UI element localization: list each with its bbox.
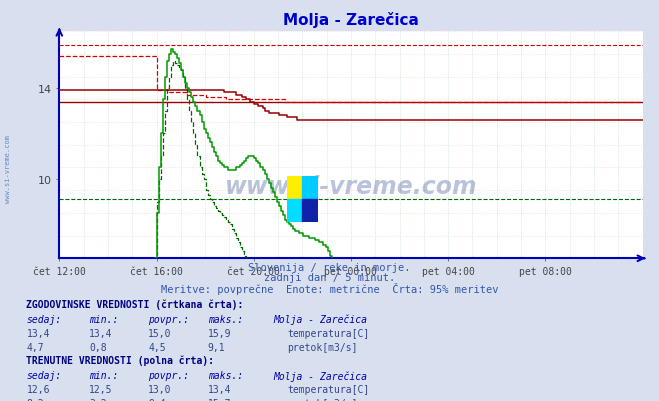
Text: TRENUTNE VREDNOSTI (polna črta):: TRENUTNE VREDNOSTI (polna črta): xyxy=(26,355,214,365)
Bar xyxy=(287,176,302,199)
Text: pretok[m3/s]: pretok[m3/s] xyxy=(287,398,358,401)
Text: sedaj:: sedaj: xyxy=(26,370,61,380)
Text: ZGODOVINSKE VREDNOSTI (črtkana črta):: ZGODOVINSKE VREDNOSTI (črtkana črta): xyxy=(26,299,244,309)
Text: pretok[m3/s]: pretok[m3/s] xyxy=(287,342,358,352)
Text: 12,5: 12,5 xyxy=(89,384,113,394)
Text: 12,6: 12,6 xyxy=(26,384,50,394)
Text: Meritve: povprečne  Enote: metrične  Črta: 95% meritev: Meritve: povprečne Enote: metrične Črta:… xyxy=(161,282,498,294)
Text: temperatura[C]: temperatura[C] xyxy=(287,328,370,338)
Text: zadnji dan / 5 minut.: zadnji dan / 5 minut. xyxy=(264,272,395,282)
Text: 15,0: 15,0 xyxy=(148,328,172,338)
Text: 13,0: 13,0 xyxy=(148,384,172,394)
Text: 0,8: 0,8 xyxy=(89,342,107,352)
Text: Molja - Zarečica: Molja - Zarečica xyxy=(273,314,368,324)
Text: maks.:: maks.: xyxy=(208,370,243,380)
Text: www.si-vreme.com: www.si-vreme.com xyxy=(5,134,11,203)
Bar xyxy=(302,199,318,223)
Text: www.si-vreme.com: www.si-vreme.com xyxy=(225,174,477,198)
Text: 15,9: 15,9 xyxy=(208,328,231,338)
Text: 8,2: 8,2 xyxy=(26,398,44,401)
Text: maks.:: maks.: xyxy=(208,314,243,324)
Text: min.:: min.: xyxy=(89,314,119,324)
Text: 15,7: 15,7 xyxy=(208,398,231,401)
Text: 13,4: 13,4 xyxy=(89,328,113,338)
Text: 4,5: 4,5 xyxy=(148,342,166,352)
Text: 9,4: 9,4 xyxy=(148,398,166,401)
Text: 9,1: 9,1 xyxy=(208,342,225,352)
Bar xyxy=(302,176,318,199)
Text: Slovenija / reke in morje.: Slovenija / reke in morje. xyxy=(248,262,411,272)
Bar xyxy=(287,199,302,223)
Title: Molja - Zarečica: Molja - Zarečica xyxy=(283,12,419,28)
Text: povpr.:: povpr.: xyxy=(148,370,189,380)
Text: min.:: min.: xyxy=(89,370,119,380)
Text: Molja - Zarečica: Molja - Zarečica xyxy=(273,370,368,381)
Text: 13,4: 13,4 xyxy=(26,328,50,338)
Text: 3,2: 3,2 xyxy=(89,398,107,401)
Text: 13,4: 13,4 xyxy=(208,384,231,394)
Text: 4,7: 4,7 xyxy=(26,342,44,352)
Text: sedaj:: sedaj: xyxy=(26,314,61,324)
Text: temperatura[C]: temperatura[C] xyxy=(287,384,370,394)
Text: povpr.:: povpr.: xyxy=(148,314,189,324)
